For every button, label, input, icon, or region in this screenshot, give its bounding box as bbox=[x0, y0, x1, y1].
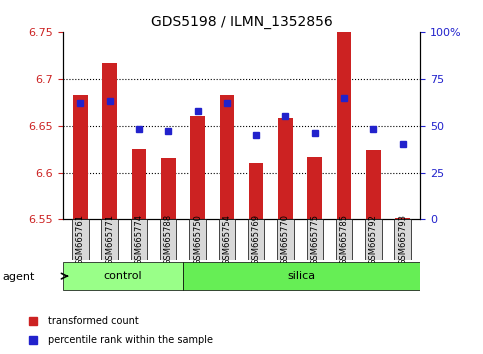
Bar bbox=[277, 219, 294, 260]
Text: agent: agent bbox=[2, 272, 35, 282]
Text: GSM665785: GSM665785 bbox=[340, 214, 349, 266]
Bar bbox=[189, 219, 206, 260]
Text: GSM665754: GSM665754 bbox=[222, 215, 231, 265]
Bar bbox=[219, 219, 235, 260]
Text: silica: silica bbox=[287, 271, 315, 281]
Text: GSM665771: GSM665771 bbox=[105, 214, 114, 266]
Bar bbox=[337, 32, 351, 219]
Bar bbox=[132, 149, 146, 219]
Text: GSM665788: GSM665788 bbox=[164, 214, 173, 266]
Bar bbox=[307, 156, 322, 219]
Text: control: control bbox=[103, 271, 142, 281]
Bar bbox=[102, 63, 117, 219]
Bar bbox=[220, 95, 234, 219]
Bar bbox=[101, 219, 118, 260]
Bar bbox=[63, 262, 183, 290]
Bar bbox=[365, 219, 382, 260]
Bar bbox=[366, 150, 381, 219]
Text: GSM665750: GSM665750 bbox=[193, 215, 202, 265]
Bar bbox=[161, 158, 176, 219]
Text: GSM665774: GSM665774 bbox=[134, 214, 143, 266]
Bar bbox=[248, 219, 264, 260]
Bar bbox=[190, 116, 205, 219]
Bar bbox=[395, 218, 410, 219]
Bar bbox=[307, 219, 323, 260]
Text: percentile rank within the sample: percentile rank within the sample bbox=[48, 335, 213, 345]
Text: GSM665793: GSM665793 bbox=[398, 214, 407, 266]
Bar bbox=[73, 95, 88, 219]
Bar bbox=[131, 219, 147, 260]
Bar bbox=[336, 219, 352, 260]
Bar bbox=[395, 219, 411, 260]
Text: GSM665770: GSM665770 bbox=[281, 214, 290, 266]
Text: GSM665792: GSM665792 bbox=[369, 215, 378, 265]
Text: GSM665761: GSM665761 bbox=[76, 214, 85, 266]
Text: GSM665769: GSM665769 bbox=[252, 214, 261, 266]
Bar bbox=[278, 118, 293, 219]
Text: transformed count: transformed count bbox=[48, 316, 139, 326]
Bar bbox=[72, 219, 88, 260]
Bar bbox=[249, 163, 263, 219]
Title: GDS5198 / ILMN_1352856: GDS5198 / ILMN_1352856 bbox=[151, 16, 332, 29]
Bar bbox=[160, 219, 176, 260]
Bar bbox=[183, 262, 420, 290]
Text: GSM665775: GSM665775 bbox=[310, 214, 319, 266]
